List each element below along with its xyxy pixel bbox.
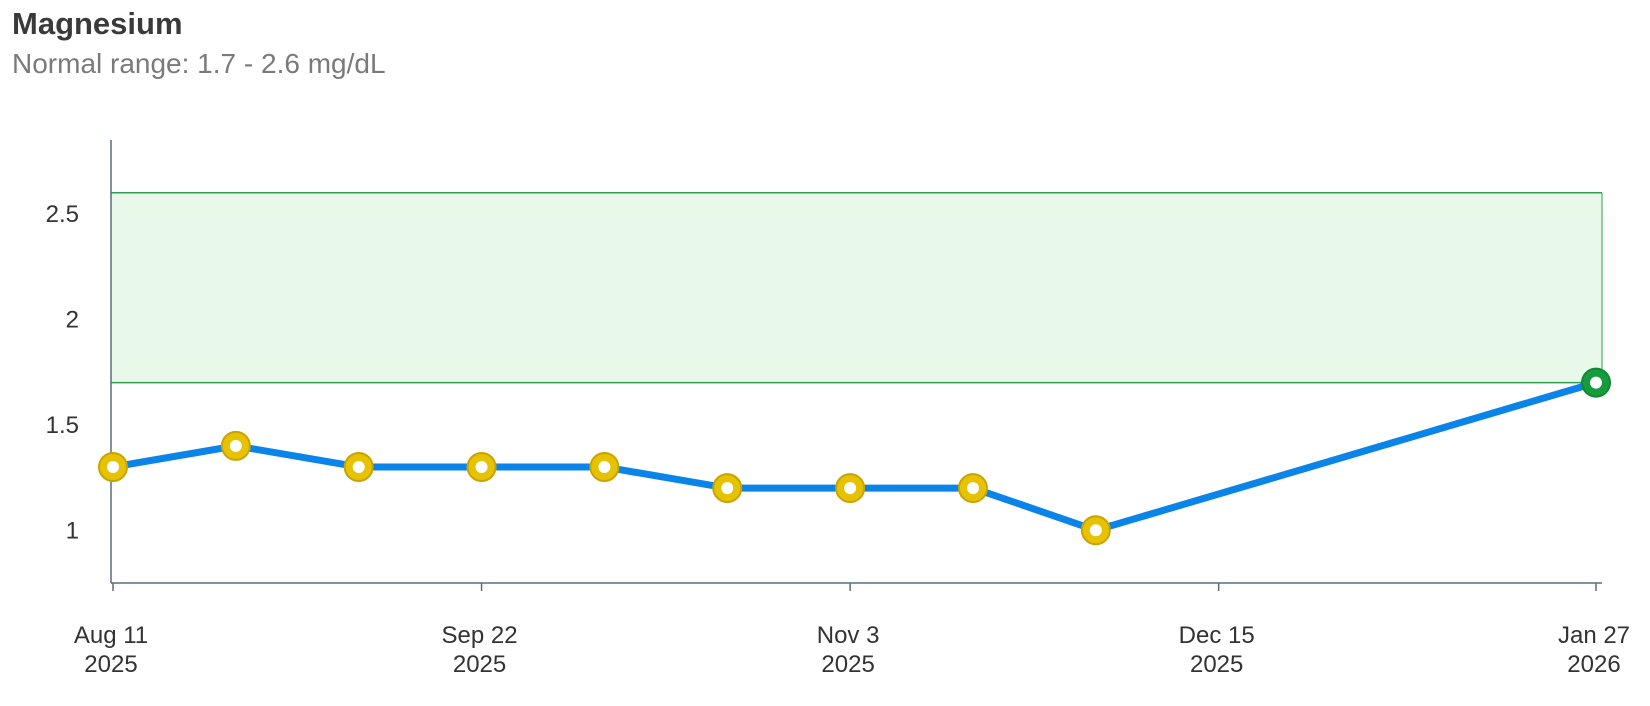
x-tick-label: Dec 15 xyxy=(1179,622,1255,649)
x-tick-year-label: 2026 xyxy=(1567,651,1620,678)
data-point-center xyxy=(1089,524,1102,537)
data-point-center xyxy=(352,460,365,473)
x-tick-label: Nov 3 xyxy=(817,622,880,649)
data-point-center xyxy=(475,460,488,473)
series-line xyxy=(109,379,1600,534)
data-point-center xyxy=(721,482,734,495)
data-point-center xyxy=(598,460,611,473)
y-tick-label: 2.5 xyxy=(46,201,79,228)
chart-title: Magnesium xyxy=(12,6,183,41)
data-point-center xyxy=(1590,376,1602,389)
x-tick-year-label: 2025 xyxy=(453,651,506,678)
y-tick-label: 1.5 xyxy=(46,412,79,439)
x-tick-label: Aug 11 xyxy=(74,622,148,649)
chart-subtitle: Normal range: 1.7 - 2.6 mg/dL xyxy=(12,48,386,79)
normal-range-band xyxy=(111,192,1602,383)
x-tick-year-label: 2025 xyxy=(84,651,137,678)
data-point-center xyxy=(107,460,119,473)
y-tick-label: 2 xyxy=(66,306,79,333)
y-tick-label: 1 xyxy=(66,517,79,544)
data-point-center xyxy=(229,439,242,452)
x-tick-label: Sep 22 xyxy=(442,622,518,649)
x-tick-year-label: 2025 xyxy=(821,651,874,678)
x-tick-label: Jan 27 xyxy=(1558,622,1630,649)
data-point-center xyxy=(966,482,979,495)
x-tick-year-label: 2025 xyxy=(1190,651,1243,678)
data-point-center xyxy=(844,482,857,495)
